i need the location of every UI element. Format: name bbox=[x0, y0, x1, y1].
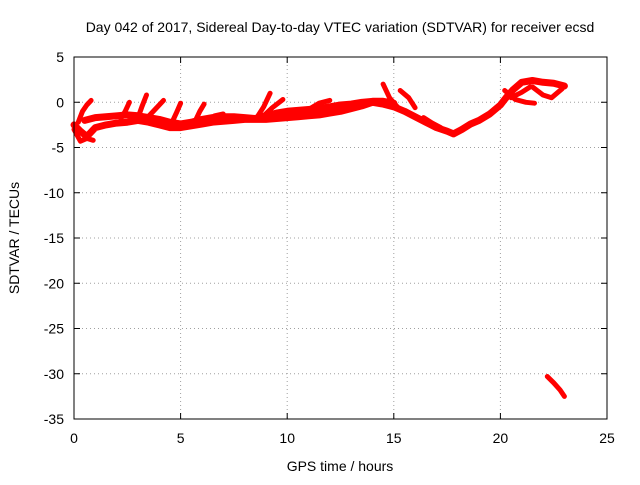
series-spike-16 bbox=[508, 84, 533, 101]
series-spike-4 bbox=[135, 92, 149, 121]
series-spike-1 bbox=[75, 97, 94, 125]
y-tick-label: -10 bbox=[44, 185, 64, 201]
x-tick-label: 15 bbox=[386, 430, 402, 446]
data-series bbox=[70, 77, 568, 399]
series-spike-7 bbox=[193, 101, 207, 123]
y-tick-label: 0 bbox=[56, 94, 64, 110]
series-spike-9 bbox=[254, 90, 273, 120]
y-tick-label: -15 bbox=[44, 230, 64, 246]
y-tick-label: -5 bbox=[52, 140, 65, 156]
series-main-band bbox=[70, 77, 568, 141]
series-spike-8 bbox=[205, 111, 226, 123]
x-tick-label: 25 bbox=[599, 430, 615, 446]
y-tick-label: -30 bbox=[44, 366, 64, 382]
series-spike-6 bbox=[169, 100, 184, 125]
y-tick-label: -25 bbox=[44, 321, 64, 337]
series-spike-2 bbox=[71, 126, 96, 144]
series-spike-5 bbox=[144, 97, 166, 121]
series-spike-12 bbox=[380, 81, 410, 116]
series-spike-10 bbox=[261, 97, 286, 119]
y-tick-label: -35 bbox=[44, 411, 64, 427]
plot-frame bbox=[73, 56, 608, 420]
x-tick-label: 5 bbox=[177, 430, 185, 446]
x-axis-label: GPS time / hours bbox=[287, 458, 394, 474]
series-spike-14 bbox=[421, 115, 444, 131]
x-tick-label: 10 bbox=[279, 430, 295, 446]
chart-title: Day 042 of 2017, Sidereal Day-to-day VTE… bbox=[86, 19, 595, 35]
series-spike-13 bbox=[397, 88, 418, 111]
y-axis-label: SDTVAR / TECUs bbox=[6, 182, 22, 294]
series-spike-17 bbox=[529, 84, 565, 101]
x-tick-label: 20 bbox=[493, 430, 509, 446]
series-spike-3 bbox=[118, 99, 132, 121]
x-tick-label: 0 bbox=[70, 430, 78, 446]
y-tick-label: -20 bbox=[44, 275, 64, 291]
series-outlier-segment bbox=[544, 374, 567, 399]
y-tick-label: 5 bbox=[56, 49, 64, 65]
series-spike-11 bbox=[306, 97, 333, 112]
series-spike-15 bbox=[502, 88, 537, 106]
